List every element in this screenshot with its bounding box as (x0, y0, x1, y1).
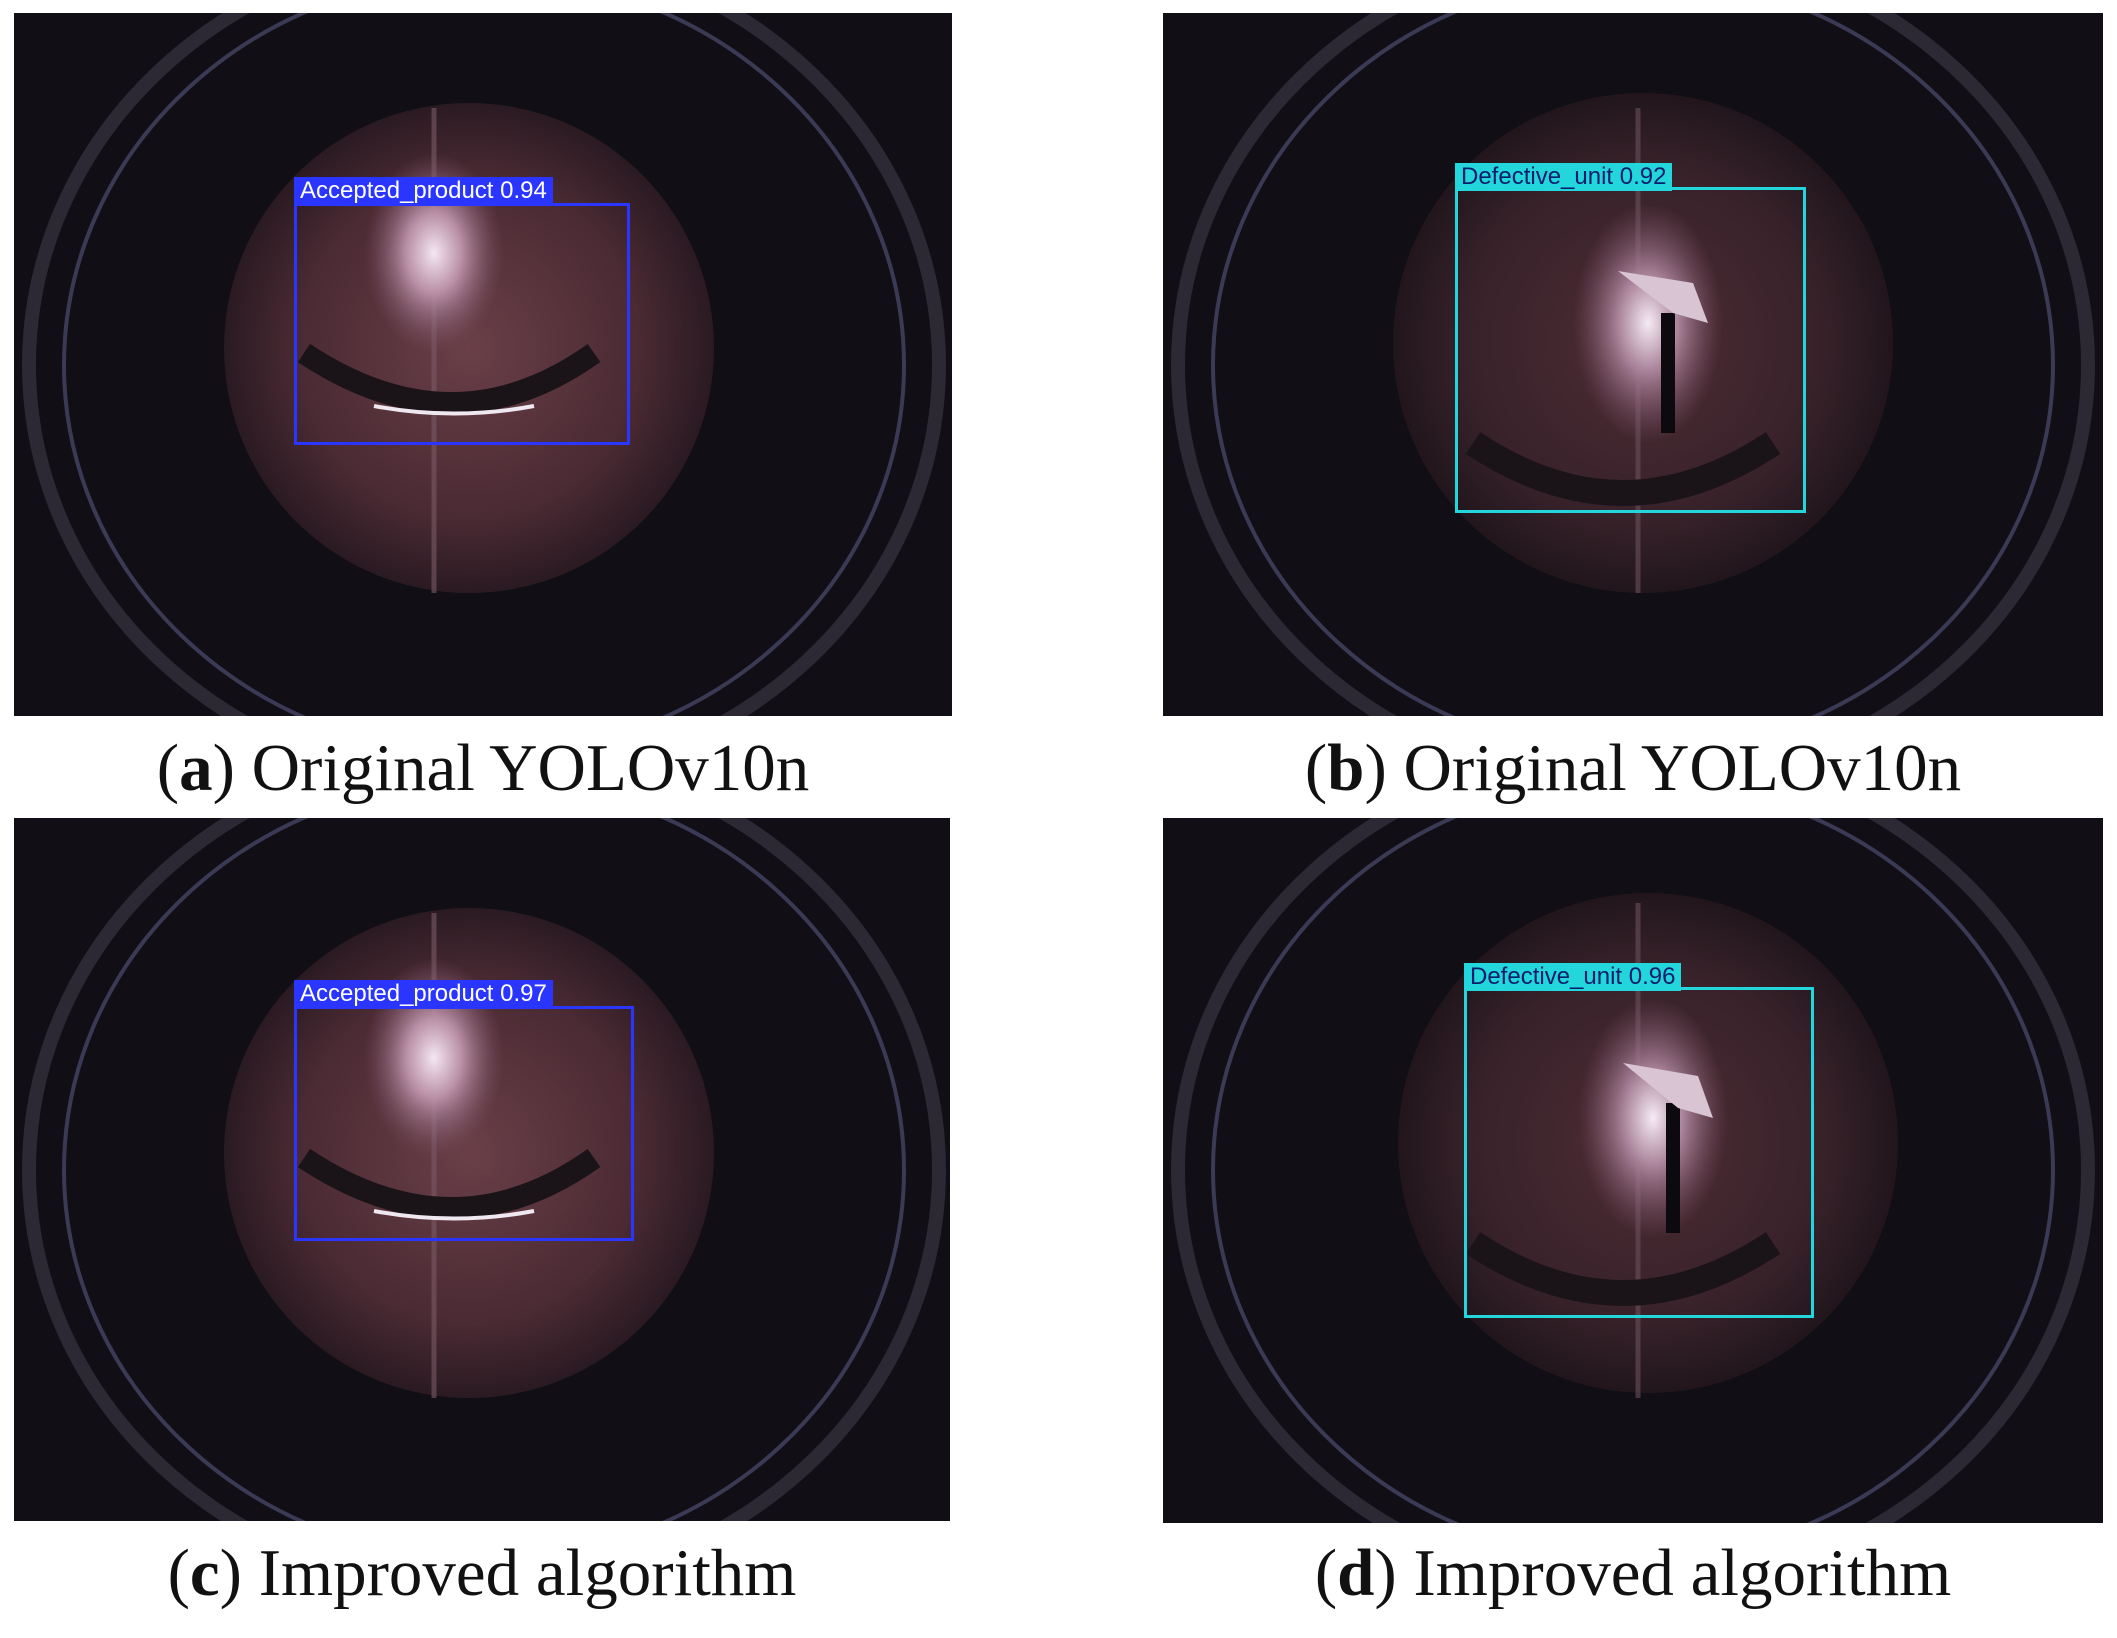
inspection-photo-c (14, 818, 950, 1521)
detection-label: Defective_unit 0.96 (1464, 963, 1682, 991)
detection-box (294, 1006, 634, 1241)
detection-label: Defective_unit 0.92 (1455, 163, 1673, 191)
inspection-photo-a (14, 13, 952, 716)
image-panel-a: Accepted_product 0.94 (14, 13, 952, 716)
detection-box (294, 203, 630, 445)
caption-a: (a) Original YOLOv10n (156, 731, 810, 805)
image-panel-c: Accepted_product 0.97 (14, 818, 950, 1521)
caption-c: (c) Improved algorithm (167, 1536, 797, 1610)
inspection-photo-d (1163, 818, 2103, 1523)
image-panel-b: Defective_unit 0.92 (1163, 13, 2103, 716)
inspection-photo-b (1163, 13, 2103, 716)
caption-d: (d) Improved algorithm (1314, 1536, 1952, 1610)
caption-b: (b) Original YOLOv10n (1304, 731, 1962, 805)
detection-box (1455, 187, 1806, 513)
detection-label: Accepted_product 0.94 (294, 177, 553, 205)
detection-label: Accepted_product 0.97 (294, 980, 553, 1008)
detection-box (1464, 987, 1814, 1318)
image-panel-d: Defective_unit 0.96 (1163, 818, 2103, 1523)
